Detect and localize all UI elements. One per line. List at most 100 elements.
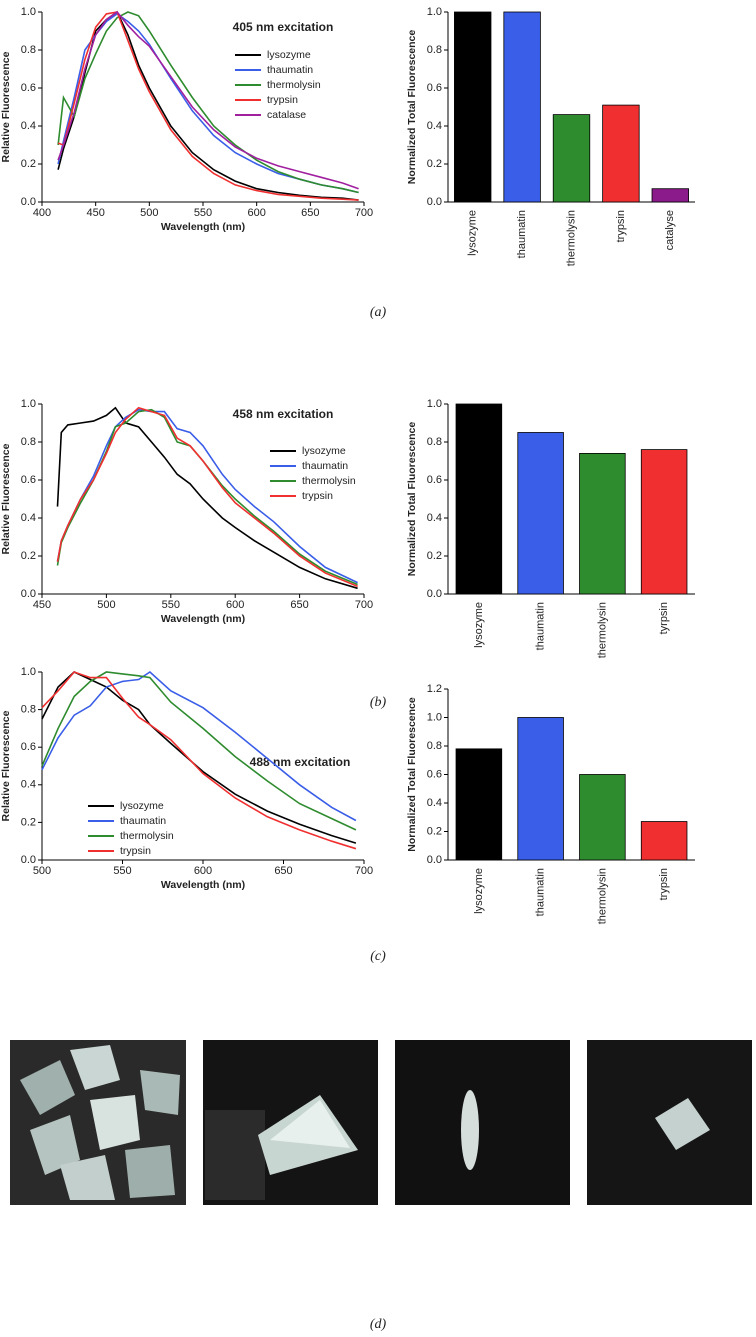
y-tick-label: 0.6 — [21, 474, 36, 486]
legend-label: catalase — [267, 109, 306, 121]
bar — [503, 11, 541, 203]
y-tick-label: 0.8 — [21, 44, 36, 56]
bar — [579, 774, 626, 861]
x-tick-label: lysozyme — [467, 210, 479, 256]
series-line — [57, 10, 359, 190]
x-tick-label: 600 — [194, 865, 212, 877]
y-tick-label: 0.2 — [21, 158, 36, 170]
x-tick-label: 400 — [33, 207, 51, 219]
x-tick-label: lysozyme — [473, 602, 485, 648]
y-tick-label: 0.2 — [21, 550, 36, 562]
y-tick-label: 0.4 — [21, 120, 36, 132]
micrograph — [203, 1040, 378, 1205]
x-axis-label: Wavelength (nm) — [161, 879, 245, 891]
bar — [455, 748, 503, 861]
bar — [552, 114, 591, 203]
x-tick-label: 500 — [33, 865, 51, 877]
x-tick-label: thaumatin — [535, 868, 547, 916]
bar — [517, 717, 564, 861]
x-tick-label: 650 — [290, 599, 308, 611]
legend-label: thermolysin — [302, 475, 356, 487]
legend-label: thermolysin — [120, 830, 174, 842]
panel-label: (a) — [370, 305, 387, 320]
x-tick-label: 600 — [247, 207, 265, 219]
x-tick-label: thaumatin — [516, 210, 528, 258]
y-tick-label: 0.8 — [21, 436, 36, 448]
x-tick-label: 450 — [33, 599, 51, 611]
legend-label: trypsin — [302, 490, 333, 502]
micrograph — [10, 1040, 186, 1205]
y-tick-label: 0.4 — [21, 512, 36, 524]
y-tick-label: 0.6 — [427, 768, 442, 780]
micrograph — [587, 1040, 752, 1205]
x-tick-label: 700 — [355, 207, 373, 219]
series-line — [57, 11, 359, 201]
y-axis-label: Relative Fluorescence — [0, 443, 12, 554]
x-tick-label: 700 — [355, 865, 373, 877]
x-tick-label: 500 — [140, 207, 158, 219]
legend-label: lysozyme — [120, 800, 164, 812]
series-line — [56, 406, 358, 588]
y-tick-label: 0.4 — [427, 120, 442, 132]
y-tick-label: 1.0 — [427, 6, 442, 18]
series-line — [56, 406, 358, 590]
x-tick-label: thermolysin — [596, 868, 608, 924]
chart-title: 488 nm excitation — [250, 755, 351, 769]
y-tick-label: 1.0 — [21, 398, 36, 410]
chart-title: 405 nm excitation — [233, 20, 334, 34]
x-axis-label: Wavelength (nm) — [161, 221, 245, 233]
bar — [579, 452, 626, 595]
series-line — [41, 671, 357, 831]
bar — [454, 11, 492, 203]
series-line — [41, 670, 357, 822]
legend-label: trypsin — [120, 845, 151, 857]
y-axis-label: Relative Fluorescence — [0, 710, 12, 821]
y-tick-label: 0.8 — [427, 44, 442, 56]
x-tick-label: thermolysin — [596, 602, 608, 658]
y-tick-label: 1.0 — [21, 6, 36, 18]
y-tick-label: 0.2 — [21, 816, 36, 828]
y-tick-label: 1.2 — [427, 683, 442, 695]
legend-label: thermolysin — [267, 79, 321, 91]
y-tick-label: 0.6 — [427, 474, 442, 486]
y-tick-label: 0.6 — [427, 82, 442, 94]
x-tick-label: 450 — [86, 207, 104, 219]
y-axis-label: Normalized Total Fluorescence — [406, 422, 418, 577]
legend-label: lysozyme — [267, 49, 311, 61]
legend-label: thaumatin — [120, 815, 166, 827]
series-line — [57, 10, 359, 201]
x-axis-label: Wavelength (nm) — [161, 613, 245, 625]
y-tick-label: 0.2 — [427, 550, 442, 562]
y-tick-label: 0.0 — [21, 854, 36, 866]
y-tick-label: 0.8 — [427, 740, 442, 752]
x-tick-label: 650 — [274, 865, 292, 877]
legend-label: thaumatin — [302, 460, 348, 472]
chart-title: 458 nm excitation — [233, 407, 334, 421]
x-tick-label: catalyse — [664, 210, 676, 250]
y-tick-label: 1.0 — [427, 398, 442, 410]
x-tick-label: 550 — [113, 865, 131, 877]
y-tick-label: 0.8 — [21, 704, 36, 716]
y-tick-label: 0.6 — [21, 82, 36, 94]
x-tick-label: tyrpsin — [658, 602, 670, 634]
bar — [517, 432, 564, 595]
x-tick-label: trypsin — [615, 210, 627, 242]
panel-label: (c) — [370, 949, 386, 964]
series-line — [56, 408, 358, 586]
micrograph — [395, 1040, 570, 1205]
y-tick-label: 1.0 — [21, 666, 36, 678]
legend-label: thaumatin — [267, 64, 313, 76]
y-tick-label: 0.8 — [427, 436, 442, 448]
panel-label: (b) — [370, 695, 387, 710]
bar — [455, 403, 503, 595]
x-tick-label: 550 — [194, 207, 212, 219]
x-tick-label: lysozyme — [473, 868, 485, 914]
x-tick-label: trypsin — [658, 868, 670, 900]
series-line — [41, 671, 357, 850]
bar — [602, 104, 640, 203]
x-tick-label: 500 — [97, 599, 115, 611]
panel-label: (d) — [370, 1317, 387, 1332]
y-tick-label: 0.4 — [21, 779, 36, 791]
